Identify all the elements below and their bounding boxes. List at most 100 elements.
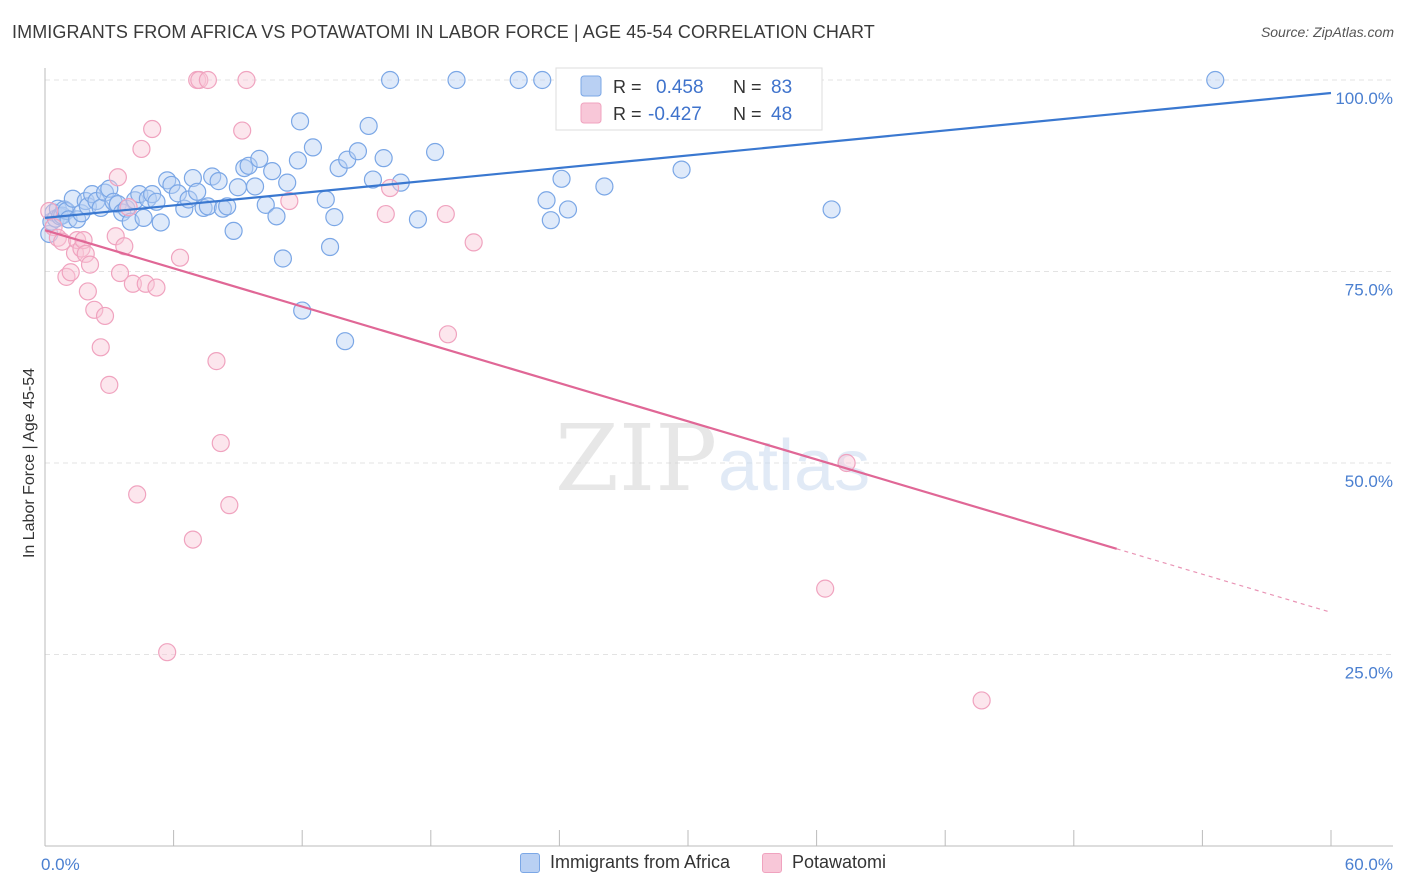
point-africa-73 [425, 142, 445, 162]
point-potawatomi-44 [464, 233, 483, 252]
legend-item-potawatomi[interactable]: Potawatomi [762, 852, 886, 873]
point-africa-64 [335, 332, 355, 351]
y-tick-label-1: 75.0% [1345, 281, 1393, 300]
point-africa-37 [183, 168, 202, 188]
point-africa-75 [509, 70, 528, 90]
stats-r-label-potawatomi: R = [613, 104, 642, 124]
point-potawatomi-39 [280, 191, 299, 211]
watermark: ZIP atlas [555, 405, 870, 512]
point-africa-52 [263, 162, 282, 181]
point-potawatomi-24 [132, 139, 151, 159]
point-africa-76 [533, 70, 552, 90]
legend-label-potawatomi: Potawatomi [792, 852, 887, 872]
point-africa-21 [108, 194, 127, 214]
point-potawatomi-14 [91, 338, 110, 357]
stats-r-value-potawatomi: -0.427 [648, 104, 702, 125]
point-potawatomi-29 [170, 248, 190, 267]
point-africa-53 [267, 207, 286, 226]
point-potawatomi-30 [183, 530, 202, 549]
axes [44, 68, 1393, 847]
point-africa-41 [203, 167, 222, 186]
stats-r-label-africa: R = [613, 77, 642, 97]
legend-item-africa[interactable]: Immigrants from Africa [519, 852, 730, 873]
point-africa-61 [320, 237, 340, 257]
stats-swatch-africa [580, 75, 602, 97]
point-potawatomi-42 [436, 204, 455, 224]
y-axis-label: In Labor Force | Age 45-54 [21, 368, 38, 558]
legend-swatch-africa [519, 852, 540, 873]
point-potawatomi-16 [100, 375, 119, 394]
point-africa-45 [224, 221, 243, 241]
stats-swatch-potawatomi [580, 102, 602, 124]
point-africa-60 [316, 190, 335, 209]
point-potawatomi-27 [147, 278, 166, 297]
point-africa-74 [447, 70, 466, 90]
point-potawatomi-40 [376, 204, 395, 224]
point-potawatomi-25 [136, 274, 155, 293]
point-africa-55 [278, 173, 297, 192]
trend-line-potawatomi [44, 229, 1117, 550]
point-africa-77 [537, 191, 556, 210]
legend-swatch-potawatomi [762, 852, 782, 873]
x-tick-label-max: 60.0% [1345, 855, 1393, 874]
point-africa-42 [209, 172, 228, 191]
watermark-atlas: atlas [718, 426, 870, 506]
trend-lines [44, 91, 1332, 613]
point-potawatomi-47 [972, 691, 991, 710]
point-africa-72 [408, 210, 428, 229]
point-potawatomi-18 [108, 168, 127, 187]
stats-n-label-potawatomi: N = [733, 104, 762, 124]
point-potawatomi-12 [80, 255, 100, 274]
watermark-zip: ZIP [555, 405, 717, 512]
point-africa-79 [552, 169, 571, 188]
point-africa-84 [1206, 70, 1225, 90]
legend-label-africa: Immigrants from Africa [549, 852, 730, 872]
source-label: Source: ZipAtlas.com [1260, 24, 1394, 40]
stats-n-label-africa: N = [733, 77, 762, 97]
x-tick-label-min: 0.0% [41, 855, 80, 874]
point-potawatomi-38 [237, 70, 256, 90]
point-africa-69 [374, 149, 393, 168]
point-potawatomi-35 [211, 433, 230, 453]
point-potawatomi-15 [95, 306, 115, 326]
stats-r-value-africa: 0.458 [656, 77, 704, 98]
point-africa-67 [359, 116, 378, 136]
y-tick-labels: 100.0% 75.0% 50.0% 25.0% [1335, 89, 1393, 683]
point-potawatomi-26 [143, 119, 162, 139]
point-potawatomi-43 [438, 325, 458, 344]
point-africa-62 [325, 208, 344, 227]
point-africa-38 [188, 182, 207, 201]
point-potawatomi-41 [380, 178, 400, 198]
point-potawatomi-5 [61, 263, 80, 282]
point-africa-56 [288, 151, 308, 170]
point-africa-78 [541, 211, 560, 230]
y-tick-label-2: 50.0% [1345, 472, 1393, 491]
point-africa-48 [239, 156, 258, 175]
point-potawatomi-33 [198, 70, 217, 90]
point-potawatomi-19 [110, 263, 130, 283]
trend-line-africa [44, 91, 1332, 219]
point-africa-80 [558, 200, 578, 219]
point-potawatomi-11 [78, 282, 97, 301]
point-africa-70 [380, 70, 400, 90]
point-africa-46 [228, 178, 247, 197]
point-africa-83 [822, 200, 841, 219]
point-africa-57 [290, 112, 310, 131]
point-africa-27 [134, 208, 153, 227]
point-potawatomi-36 [220, 496, 239, 515]
point-potawatomi-45 [816, 579, 835, 598]
point-africa-59 [303, 138, 323, 157]
point-potawatomi-23 [128, 485, 147, 504]
chart-title: IMMIGRANTS FROM AFRICA VS POTAWATOMI IN … [12, 22, 875, 42]
point-africa-49 [245, 177, 265, 196]
point-africa-54 [273, 249, 293, 268]
point-potawatomi-22 [123, 274, 142, 293]
point-africa-81 [595, 177, 614, 196]
point-potawatomi-21 [119, 198, 138, 217]
point-africa-50 [250, 149, 269, 168]
point-africa-31 [151, 213, 170, 232]
legend: Immigrants from Africa Potawatomi [0, 852, 1406, 873]
point-africa-82 [672, 160, 691, 179]
y-tick-label-0: 100.0% [1335, 89, 1393, 108]
stats-box: R = 0.458 N = 83 R = -0.427 N = 48 [555, 67, 823, 131]
